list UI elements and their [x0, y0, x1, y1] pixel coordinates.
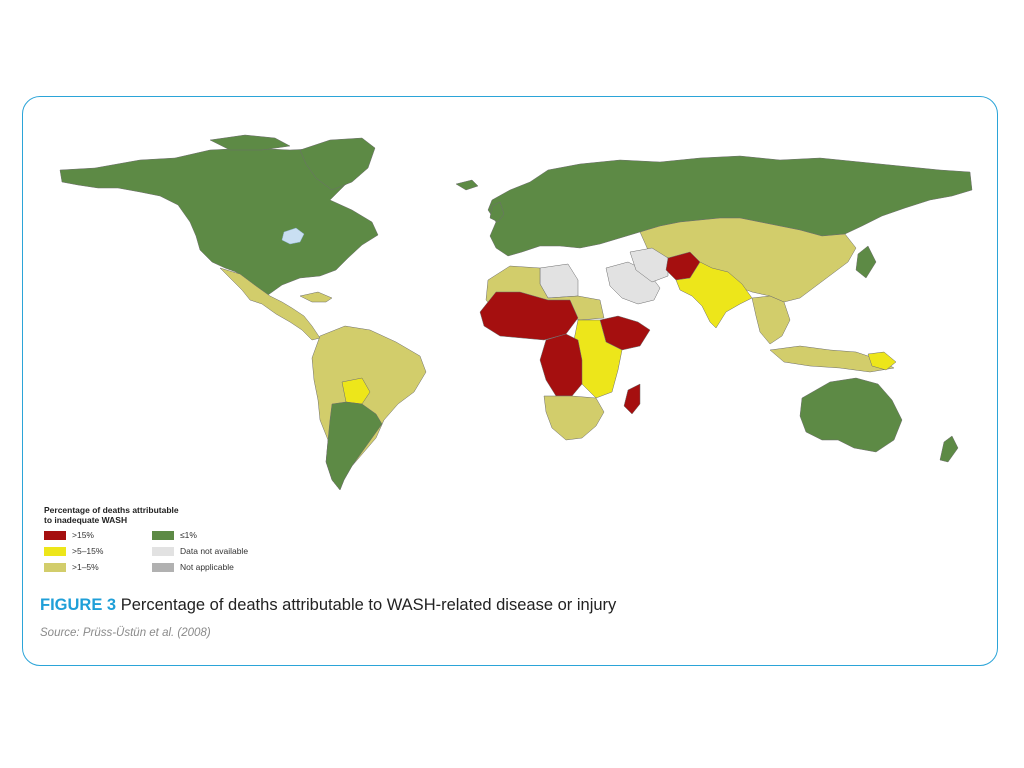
region-caribbean	[299, 291, 333, 303]
figure-source: Source: Prüss-Üstün et al. (2008)	[40, 627, 211, 639]
region-madagascar	[623, 383, 641, 415]
legend-label-data-na: Data not available	[180, 546, 249, 556]
figure-label: FIGURE 3	[40, 596, 117, 614]
region-arctic-islands	[209, 134, 291, 151]
legend-swatch-le1	[152, 530, 174, 540]
region-southern-africa	[543, 395, 605, 441]
legend-swatch-data-na	[152, 546, 174, 556]
legend-items: >15% >5–15% >1–5% ≤1% Data not available…	[44, 530, 304, 580]
region-australia	[799, 377, 903, 453]
legend-swatch-5-15	[44, 546, 66, 556]
legend-item-le1: ≤1%	[152, 530, 197, 540]
legend-item-over15: >15%	[44, 530, 94, 540]
legend-label-over15: >15%	[72, 530, 94, 540]
region-indonesia	[769, 345, 895, 373]
region-southern-cone	[325, 401, 383, 491]
legend-label-le1: ≤1%	[180, 530, 197, 540]
region-new-zealand	[939, 435, 959, 463]
region-iran-na	[629, 247, 669, 283]
legend-label-1-5: >1–5%	[72, 562, 99, 572]
legend-item-5-15: >5–15%	[44, 546, 103, 556]
region-png	[867, 351, 897, 371]
region-central-africa	[539, 333, 583, 397]
legend-title: Percentage of deaths attributable to ina…	[44, 505, 224, 525]
region-iceland	[455, 179, 479, 191]
region-se-asia	[751, 295, 791, 345]
region-mexico	[219, 267, 321, 341]
region-uk	[489, 201, 505, 223]
region-libya-na	[539, 263, 579, 299]
region-japan	[855, 245, 877, 279]
region-bolivia	[341, 377, 371, 405]
map-legend: Percentage of deaths attributable to ina…	[44, 505, 248, 572]
legend-swatch-not-applicable	[152, 562, 174, 572]
legend-item-data-na: Data not available	[152, 546, 248, 556]
legend-swatch-1-5	[44, 562, 66, 572]
legend-item-1-5: >1–5%	[44, 562, 99, 572]
region-great-lakes	[281, 227, 305, 245]
figure-caption-text: Percentage of deaths attributable to WAS…	[120, 596, 617, 614]
legend-swatch-over15	[44, 530, 66, 540]
legend-label-not-applicable: Not applicable	[180, 562, 234, 572]
figure-caption: FIGURE 3 Percentage of deaths attributab…	[40, 596, 616, 615]
region-sahel	[479, 291, 579, 341]
legend-item-not-applicable: Not applicable	[152, 562, 234, 572]
region-greenland	[299, 137, 376, 191]
legend-label-5-15: >5–15%	[72, 546, 104, 556]
region-south-asia	[675, 261, 753, 329]
legend-title-line1: Percentage of deaths attributable	[44, 505, 179, 515]
legend-title-line2: to inadequate WASH	[44, 515, 128, 525]
region-north-america	[59, 147, 379, 296]
